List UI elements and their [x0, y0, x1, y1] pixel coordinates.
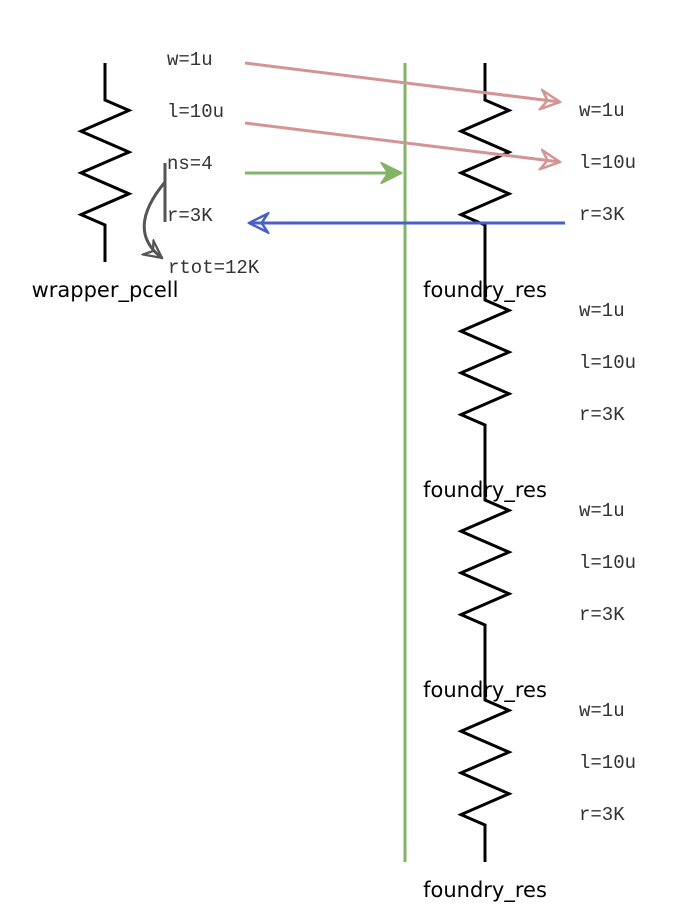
- foundry-label: foundry_res: [423, 478, 547, 503]
- foundry-param: l=10u: [579, 752, 636, 774]
- foundry-label: foundry_res: [423, 878, 547, 903]
- foundry-param: r=3K: [579, 604, 625, 626]
- l-arrow: [244, 121, 560, 162]
- wrapper-result: rtot=12K: [168, 257, 260, 279]
- wrapper-param: r=3K: [167, 205, 213, 227]
- wrapper-param: ns=4: [167, 153, 213, 175]
- foundry-param: l=10u: [579, 152, 636, 174]
- wrapper-param: w=1u: [167, 49, 213, 71]
- w-arrow: [244, 61, 560, 102]
- foundry-param: r=3K: [579, 204, 625, 226]
- foundry-param: w=1u: [579, 300, 625, 322]
- calc-arrow: [144, 181, 167, 258]
- foundry-label: foundry_res: [423, 278, 547, 303]
- foundry-param: w=1u: [579, 100, 625, 122]
- wrapper-label: wrapper_pcell: [32, 278, 179, 303]
- foundry-param: r=3K: [579, 404, 625, 426]
- wrapper-param: l=10u: [167, 101, 224, 123]
- shapes: [77, 63, 513, 862]
- foundry-param: l=10u: [579, 352, 636, 374]
- foundry-param: w=1u: [579, 700, 625, 722]
- foundry-param: l=10u: [579, 552, 636, 574]
- foundry-param: r=3K: [579, 804, 625, 826]
- foundry-label: foundry_res: [423, 678, 547, 703]
- foundry-resistor-chain: [457, 63, 513, 862]
- foundry-param: w=1u: [579, 500, 625, 522]
- wrapper-resistor: [77, 63, 133, 262]
